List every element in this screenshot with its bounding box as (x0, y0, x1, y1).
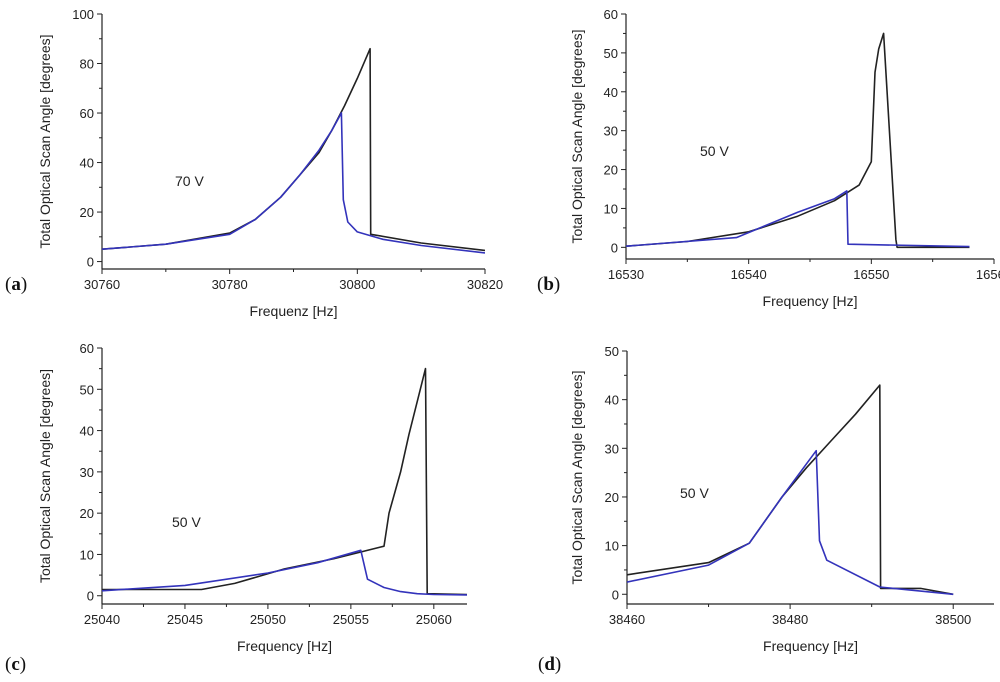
y-axis-title: Total Optical Scan Angle [degrees] (569, 29, 585, 243)
x-tick-label: 30780 (212, 277, 248, 292)
y-tick-label: 0 (87, 589, 94, 604)
y-tick-label: 0 (611, 240, 618, 255)
chart-panel-b: 16530 16540 16550 16560 0 10 20 30 40 50 60 Frequen… (537, 7, 1000, 309)
x-tick-label: 38460 (609, 612, 645, 627)
voltage-annotation: 50 V (680, 485, 709, 501)
y-tick-label: 30 (604, 124, 618, 139)
x-tick-label: 16530 (608, 267, 644, 282)
y-axis-title: Total Optical Scan Angle [degrees] (37, 34, 53, 248)
y-tick-label: 60 (80, 341, 94, 356)
x-tick-label: 16560 (976, 267, 1000, 282)
series-line-down-sweep (627, 449, 954, 596)
series-line-down-sweep (102, 112, 485, 254)
y-tick-label: 0 (612, 587, 619, 602)
x-tick-label: 30800 (339, 277, 375, 292)
series-line-up-sweep (627, 384, 954, 596)
y-tick-label: 50 (605, 344, 619, 359)
x-axis-title: Frequency [Hz] (237, 638, 332, 654)
x-tick-label: 30760 (84, 277, 120, 292)
x-tick-label: 25045 (167, 612, 203, 627)
x-tick-label: 38500 (935, 612, 971, 627)
panel-label-close-paren: ) (20, 654, 26, 675)
y-tick-label: 40 (605, 393, 619, 408)
y-tick-label: 10 (605, 539, 619, 554)
series-line-down-sweep (626, 190, 970, 248)
y-tick-label: 40 (604, 85, 618, 100)
panel-label-letter: a (11, 274, 21, 295)
y-tick-label: 10 (80, 547, 94, 562)
y-tick-label: 100 (72, 7, 94, 22)
y-tick-label: 60 (604, 7, 618, 22)
chart-panel-a: 30760 30780 30800 30820 0 20 40 60 80 100 Frequenz… (5, 7, 503, 319)
panel-label-close-paren: ) (21, 274, 27, 295)
y-tick-label: 50 (604, 46, 618, 61)
x-axis-title: Frequency [Hz] (763, 293, 858, 309)
y-tick-label: 20 (604, 163, 618, 178)
x-tick-label: 16540 (731, 267, 767, 282)
panel-label: (b) (537, 274, 560, 295)
y-tick-label: 50 (80, 382, 94, 397)
series-line-up-sweep (102, 367, 467, 596)
y-tick-label: 80 (80, 57, 94, 72)
panel-label-open-paren: ( (537, 274, 543, 295)
y-tick-label: 20 (80, 506, 94, 521)
panel-label-letter: c (11, 654, 19, 675)
panel-label-open-paren: ( (5, 654, 11, 675)
series-line-down-sweep (102, 549, 467, 596)
chart-panel-d: 38460 38480 38500 0 10 20 30 40 50 Frequency [Hz]… (538, 344, 994, 675)
x-axis-title: Frequenz [Hz] (250, 303, 338, 319)
x-tick-label: 30820 (467, 277, 503, 292)
series-line-up-sweep (102, 47, 485, 252)
panel-label-close-paren: ) (555, 654, 561, 675)
y-tick-label: 10 (604, 201, 618, 216)
voltage-annotation: 50 V (700, 143, 729, 159)
panel-label: (a) (5, 274, 27, 295)
y-tick-label: 40 (80, 156, 94, 171)
y-tick-label: 40 (80, 424, 94, 439)
x-tick-label: 25040 (84, 612, 120, 627)
panel-label-letter: b (543, 274, 554, 295)
panel-label-letter: d (544, 654, 555, 675)
y-tick-label: 20 (80, 205, 94, 220)
panel-label-open-paren: ( (5, 274, 11, 295)
x-tick-label: 38480 (772, 612, 808, 627)
y-axis-title: Total Optical Scan Angle [degrees] (569, 370, 585, 584)
y-tick-label: 30 (80, 465, 94, 480)
panel-label: (c) (5, 654, 26, 675)
x-axis-title: Frequency [Hz] (763, 638, 858, 654)
y-tick-label: 0 (87, 255, 94, 270)
chart-panel-c: 25040 25045 25050 25055 25060 0 10 20 30 40 50 60 Fr… (5, 341, 467, 675)
panel-label-open-paren: ( (538, 654, 544, 675)
x-tick-label: 16550 (853, 267, 889, 282)
voltage-annotation: 70 V (175, 173, 204, 189)
panel-label: (d) (538, 654, 561, 675)
y-tick-label: 60 (80, 106, 94, 121)
y-tick-label: 30 (605, 441, 619, 456)
x-tick-label: 25060 (416, 612, 452, 627)
y-tick-label: 20 (605, 490, 619, 505)
x-tick-label: 25055 (333, 612, 369, 627)
y-axis-title: Total Optical Scan Angle [degrees] (37, 369, 53, 583)
series-line-up-sweep (626, 32, 970, 249)
x-tick-label: 25050 (250, 612, 286, 627)
panel-label-close-paren: ) (554, 274, 560, 295)
voltage-annotation: 50 V (172, 514, 201, 530)
